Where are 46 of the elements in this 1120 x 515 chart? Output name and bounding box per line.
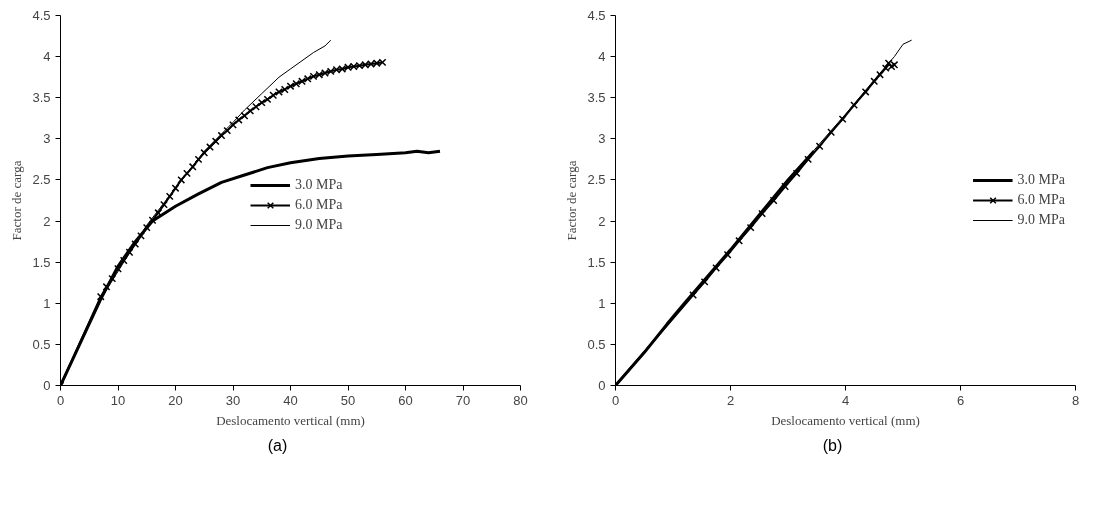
y-axis-title: Factor de carga (564, 160, 580, 241)
legend-label: 3.0 MPa (1017, 172, 1065, 188)
y-tick-label: 0.5 (32, 336, 51, 352)
x-tick-label: 0 (611, 392, 620, 408)
x-tick-label: 50 (340, 392, 356, 408)
y-tick-label: 1 (43, 295, 51, 311)
y-tick-label: 3.5 (587, 90, 606, 106)
x-tick-label: 8 (1071, 392, 1080, 408)
x-tick-label: 2 (726, 392, 735, 408)
y-tick-label: 4 (43, 49, 51, 65)
text: (b) (822, 436, 843, 456)
y-tick-label: 4.5 (32, 8, 51, 23)
y-tick-label: 1 (598, 295, 606, 311)
y-tick-label: 2.5 (587, 172, 606, 188)
x-tick-label: 30 (225, 392, 241, 408)
text: (a) (267, 436, 288, 456)
y-tick-label: 1.5 (587, 254, 606, 270)
x-tick-label: 10 (110, 392, 126, 408)
x-axis-title: Deslocamento vertical (mm) (771, 412, 920, 428)
y-tick-label: 3 (598, 131, 606, 147)
y-tick-label: 2 (43, 213, 51, 229)
legend-label: 3.0 MPa (295, 177, 343, 193)
x-tick-label: 70 (455, 392, 471, 408)
legend-label: 9.0 MPa (295, 217, 343, 233)
y-tick-label: 0.5 (587, 336, 606, 352)
y-tick-label: 2 (598, 213, 606, 229)
y-tick-label: 0 (598, 378, 606, 393)
y-tick-label: 4 (598, 49, 606, 65)
y-tick-label: 3 (43, 131, 51, 147)
y-tick-label: 0 (43, 378, 51, 393)
y-tick-label: 2.5 (32, 172, 51, 188)
y-tick-label: 4.5 (587, 8, 606, 23)
legend-label: 6.0 MPa (1017, 192, 1065, 208)
x-tick-label: 40 (283, 392, 298, 408)
legend-label: 6.0 MPa (295, 197, 343, 213)
y-tick-label: 1.5 (32, 254, 51, 270)
x-tick-label: 4 (841, 392, 850, 408)
y-axis-title: Factor de carga (9, 160, 25, 241)
x-tick-label: 60 (398, 392, 413, 408)
y-tick-label: 3.5 (32, 90, 51, 106)
x-tick-label: 20 (168, 392, 183, 408)
x-axis-title: Deslocamento vertical (mm) (216, 412, 365, 428)
x-tick-label: 80 (513, 392, 528, 408)
x-tick-label: 0 (56, 392, 65, 408)
legend-label: 9.0 MPa (1017, 212, 1065, 228)
x-tick-label: 6 (956, 392, 965, 408)
